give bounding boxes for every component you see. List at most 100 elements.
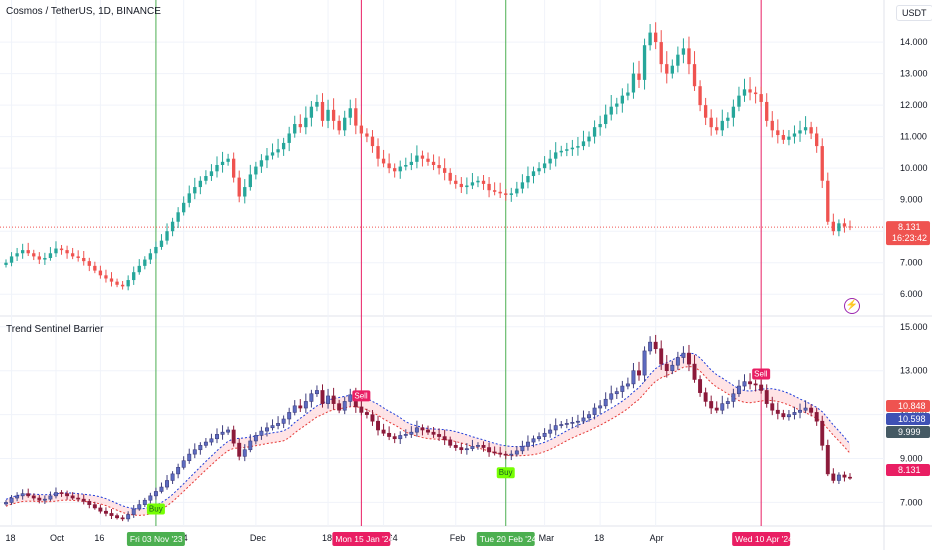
lightning-icon[interactable]: ⚡ bbox=[844, 298, 860, 314]
last-price-badge bbox=[886, 221, 930, 246]
indicator-candle bbox=[15, 495, 20, 499]
price-candle bbox=[326, 109, 330, 121]
indicator-candle bbox=[31, 495, 36, 499]
price-candle bbox=[470, 182, 475, 186]
indicator-candle bbox=[42, 498, 47, 501]
price-candle bbox=[26, 250, 30, 254]
price-candle bbox=[354, 108, 358, 126]
price-candle bbox=[220, 161, 225, 165]
indicator-candle bbox=[742, 381, 747, 387]
price-candle bbox=[592, 127, 597, 137]
price-candle bbox=[665, 64, 669, 74]
time-tick-label: Oct bbox=[50, 533, 65, 543]
indicator-candle bbox=[431, 431, 436, 435]
price-candle bbox=[515, 188, 519, 194]
price-candle bbox=[642, 45, 647, 80]
indicator-candle bbox=[820, 420, 825, 446]
price-candle bbox=[626, 92, 630, 96]
indicator-candle bbox=[748, 381, 753, 385]
indicator-candle bbox=[20, 493, 25, 497]
price-tick-label: 7.000 bbox=[900, 258, 923, 268]
indicator-candle bbox=[87, 501, 92, 505]
currency-button[interactable]: USDT bbox=[896, 5, 932, 21]
price-candle bbox=[437, 165, 441, 169]
indicator-candle bbox=[170, 473, 175, 481]
event-date-label: Wed 10 Apr '24 bbox=[735, 534, 793, 544]
indicator-tick-label: 13.000 bbox=[900, 366, 928, 376]
price-candle bbox=[653, 32, 658, 43]
indicator-candle bbox=[303, 401, 308, 409]
time-tick-label: Dec bbox=[250, 533, 267, 543]
indicator-candle bbox=[70, 495, 75, 499]
price-candle bbox=[742, 89, 747, 96]
price-candle bbox=[431, 161, 436, 165]
event-date-label: Fri 03 Nov '23 bbox=[130, 534, 183, 544]
indicator-candle bbox=[198, 445, 203, 451]
price-candle bbox=[459, 183, 463, 188]
price-candle bbox=[692, 64, 697, 87]
indicator-candle bbox=[814, 412, 819, 422]
price-candle bbox=[76, 256, 80, 258]
indicator-candle bbox=[37, 497, 42, 501]
price-candle bbox=[698, 86, 702, 106]
price-candle bbox=[842, 223, 847, 227]
indicator-candle bbox=[559, 424, 564, 426]
indicator-candle bbox=[803, 407, 808, 411]
price-candle bbox=[726, 117, 730, 121]
indicator-candle bbox=[54, 492, 58, 497]
indicator-candle bbox=[159, 486, 164, 492]
indicator-candle bbox=[26, 493, 31, 497]
indicator-candle bbox=[148, 495, 153, 501]
signal-marker-label: Buy bbox=[149, 504, 163, 513]
price-candle bbox=[687, 48, 691, 65]
signal-marker bbox=[146, 503, 165, 515]
indicator-tick-label: 9.000 bbox=[900, 454, 923, 464]
price-candle bbox=[309, 106, 314, 118]
indicator-candle bbox=[65, 493, 70, 497]
price-candle bbox=[281, 142, 286, 150]
price-candle bbox=[337, 120, 341, 131]
price-candle bbox=[531, 171, 536, 177]
price-candle bbox=[815, 133, 819, 147]
indicator-candle bbox=[237, 442, 242, 457]
indicator-candle bbox=[564, 423, 569, 425]
price-candle bbox=[792, 133, 797, 137]
indicator-candle bbox=[681, 352, 686, 358]
price-candle bbox=[537, 168, 541, 172]
price-candle bbox=[809, 127, 813, 134]
price-candle bbox=[43, 257, 47, 260]
indicator-candle bbox=[548, 429, 553, 434]
price-candle bbox=[781, 135, 786, 140]
event-date-badge bbox=[476, 532, 535, 546]
indicator-candle bbox=[476, 445, 480, 447]
indicator-candle bbox=[192, 449, 197, 455]
price-candle bbox=[115, 281, 119, 285]
signal-marker bbox=[352, 390, 371, 402]
price-candle bbox=[359, 125, 364, 134]
indicator-candle bbox=[120, 517, 125, 520]
indicator-candle bbox=[142, 499, 147, 505]
indicator-candle bbox=[165, 480, 169, 488]
indicator-candle bbox=[326, 395, 331, 404]
price-candle bbox=[270, 152, 275, 156]
indicator-candle bbox=[587, 414, 591, 419]
price-candle bbox=[393, 168, 397, 172]
indicator-candle bbox=[720, 403, 725, 411]
price-candle bbox=[709, 117, 713, 128]
price-candle bbox=[420, 155, 425, 159]
indicator-candle bbox=[736, 385, 741, 395]
indicator-value-badge bbox=[886, 464, 930, 476]
indicator-candle bbox=[203, 441, 208, 446]
price-candle bbox=[132, 272, 136, 281]
indicator-candle bbox=[842, 474, 847, 478]
price-candle bbox=[570, 147, 575, 150]
price-candle bbox=[104, 275, 108, 279]
indicator-candle bbox=[692, 363, 697, 380]
indicator-candle bbox=[265, 427, 269, 432]
indicator-candle bbox=[492, 451, 497, 454]
indicator-candle bbox=[381, 429, 386, 434]
price-tick-label: 14.000 bbox=[900, 37, 928, 47]
indicator-candle bbox=[131, 508, 136, 515]
price-candle bbox=[126, 280, 130, 287]
price-candle bbox=[365, 133, 369, 137]
